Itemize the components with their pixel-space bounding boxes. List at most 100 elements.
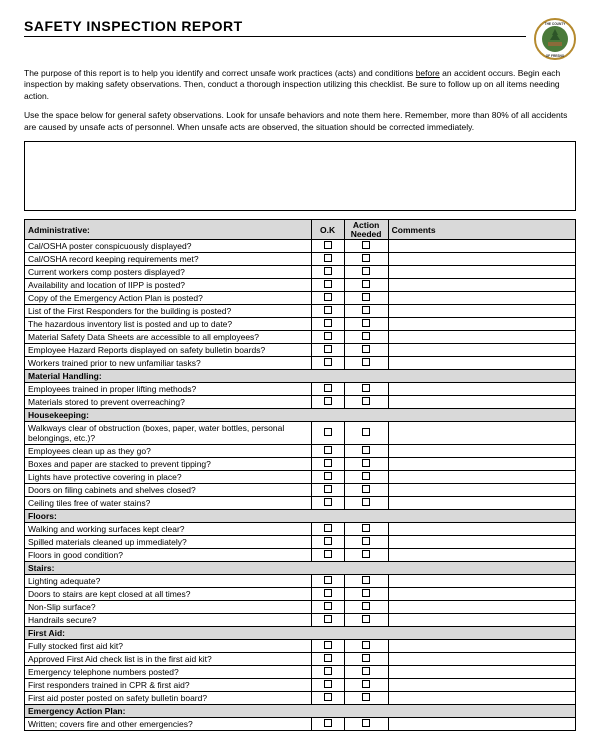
ok-checkbox[interactable] <box>324 498 332 506</box>
comments-cell[interactable] <box>388 497 575 510</box>
action-checkbox[interactable] <box>362 241 370 249</box>
action-checkbox[interactable] <box>362 280 370 288</box>
comments-cell[interactable] <box>388 692 575 705</box>
comments-cell[interactable] <box>388 396 575 409</box>
page-title: SAFETY INSPECTION REPORT <box>24 18 526 37</box>
comments-cell[interactable] <box>388 305 575 318</box>
comments-cell[interactable] <box>388 484 575 497</box>
action-checkbox[interactable] <box>362 472 370 480</box>
action-checkbox[interactable] <box>362 641 370 649</box>
ok-checkbox[interactable] <box>324 293 332 301</box>
comments-cell[interactable] <box>388 536 575 549</box>
action-checkbox[interactable] <box>362 602 370 610</box>
ok-checkbox[interactable] <box>324 397 332 405</box>
comments-cell[interactable] <box>388 266 575 279</box>
comments-cell[interactable] <box>388 383 575 396</box>
ok-checkbox[interactable] <box>324 358 332 366</box>
comments-cell[interactable] <box>388 614 575 627</box>
ok-checkbox[interactable] <box>324 254 332 262</box>
ok-checkbox[interactable] <box>324 641 332 649</box>
comments-cell[interactable] <box>388 588 575 601</box>
checklist-item-text: Written; covers fire and other emergenci… <box>25 718 312 731</box>
svg-text:THE COUNTY: THE COUNTY <box>545 22 567 26</box>
action-checkbox[interactable] <box>362 485 370 493</box>
comments-cell[interactable] <box>388 640 575 653</box>
action-checkbox[interactable] <box>362 524 370 532</box>
comments-cell[interactable] <box>388 718 575 731</box>
comments-cell[interactable] <box>388 357 575 370</box>
action-checkbox[interactable] <box>362 589 370 597</box>
ok-checkbox[interactable] <box>324 615 332 623</box>
ok-checkbox[interactable] <box>324 306 332 314</box>
comments-cell[interactable] <box>388 445 575 458</box>
comments-cell[interactable] <box>388 318 575 331</box>
action-checkbox[interactable] <box>362 459 370 467</box>
comments-cell[interactable] <box>388 331 575 344</box>
action-checkbox[interactable] <box>362 615 370 623</box>
ok-checkbox[interactable] <box>324 485 332 493</box>
action-checkbox[interactable] <box>362 254 370 262</box>
comments-cell[interactable] <box>388 471 575 484</box>
action-checkbox[interactable] <box>362 654 370 662</box>
action-checkbox[interactable] <box>362 293 370 301</box>
comments-cell[interactable] <box>388 549 575 562</box>
ok-checkbox[interactable] <box>324 241 332 249</box>
comments-cell[interactable] <box>388 279 575 292</box>
ok-checkbox[interactable] <box>324 472 332 480</box>
action-checkbox[interactable] <box>362 680 370 688</box>
ok-checkbox[interactable] <box>324 319 332 327</box>
ok-checkbox[interactable] <box>324 667 332 675</box>
ok-checkbox[interactable] <box>324 537 332 545</box>
action-checkbox[interactable] <box>362 667 370 675</box>
comments-cell[interactable] <box>388 653 575 666</box>
action-checkbox[interactable] <box>362 306 370 314</box>
action-checkbox[interactable] <box>362 319 370 327</box>
action-checkbox[interactable] <box>362 384 370 392</box>
action-checkbox[interactable] <box>362 576 370 584</box>
ok-checkbox[interactable] <box>324 680 332 688</box>
ok-checkbox[interactable] <box>324 654 332 662</box>
ok-checkbox[interactable] <box>324 332 332 340</box>
ok-checkbox[interactable] <box>324 459 332 467</box>
action-checkbox[interactable] <box>362 428 370 436</box>
comments-cell[interactable] <box>388 601 575 614</box>
action-checkbox[interactable] <box>362 550 370 558</box>
table-header-row: Administrative: O.K Action Needed Commen… <box>25 220 576 240</box>
comments-cell[interactable] <box>388 523 575 536</box>
ok-checkbox[interactable] <box>324 384 332 392</box>
comments-cell[interactable] <box>388 253 575 266</box>
comments-cell[interactable] <box>388 458 575 471</box>
comments-cell[interactable] <box>388 344 575 357</box>
ok-checkbox[interactable] <box>324 428 332 436</box>
action-cell <box>344 549 388 562</box>
action-checkbox[interactable] <box>362 693 370 701</box>
ok-checkbox[interactable] <box>324 345 332 353</box>
comments-cell[interactable] <box>388 666 575 679</box>
action-checkbox[interactable] <box>362 537 370 545</box>
action-checkbox[interactable] <box>362 719 370 727</box>
comments-cell[interactable] <box>388 575 575 588</box>
ok-checkbox[interactable] <box>324 280 332 288</box>
comments-cell[interactable] <box>388 240 575 253</box>
action-checkbox[interactable] <box>362 332 370 340</box>
ok-checkbox[interactable] <box>324 550 332 558</box>
ok-checkbox[interactable] <box>324 524 332 532</box>
checklist-row: Approved First Aid check list is in the … <box>25 653 576 666</box>
comments-cell[interactable] <box>388 679 575 692</box>
ok-checkbox[interactable] <box>324 576 332 584</box>
ok-checkbox[interactable] <box>324 446 332 454</box>
action-checkbox[interactable] <box>362 498 370 506</box>
action-checkbox[interactable] <box>362 345 370 353</box>
comments-cell[interactable] <box>388 292 575 305</box>
ok-checkbox[interactable] <box>324 602 332 610</box>
observations-box[interactable] <box>24 141 576 211</box>
ok-checkbox[interactable] <box>324 693 332 701</box>
ok-checkbox[interactable] <box>324 589 332 597</box>
comments-cell[interactable] <box>388 422 575 445</box>
action-checkbox[interactable] <box>362 397 370 405</box>
action-checkbox[interactable] <box>362 267 370 275</box>
action-checkbox[interactable] <box>362 358 370 366</box>
action-checkbox[interactable] <box>362 446 370 454</box>
ok-checkbox[interactable] <box>324 719 332 727</box>
ok-checkbox[interactable] <box>324 267 332 275</box>
